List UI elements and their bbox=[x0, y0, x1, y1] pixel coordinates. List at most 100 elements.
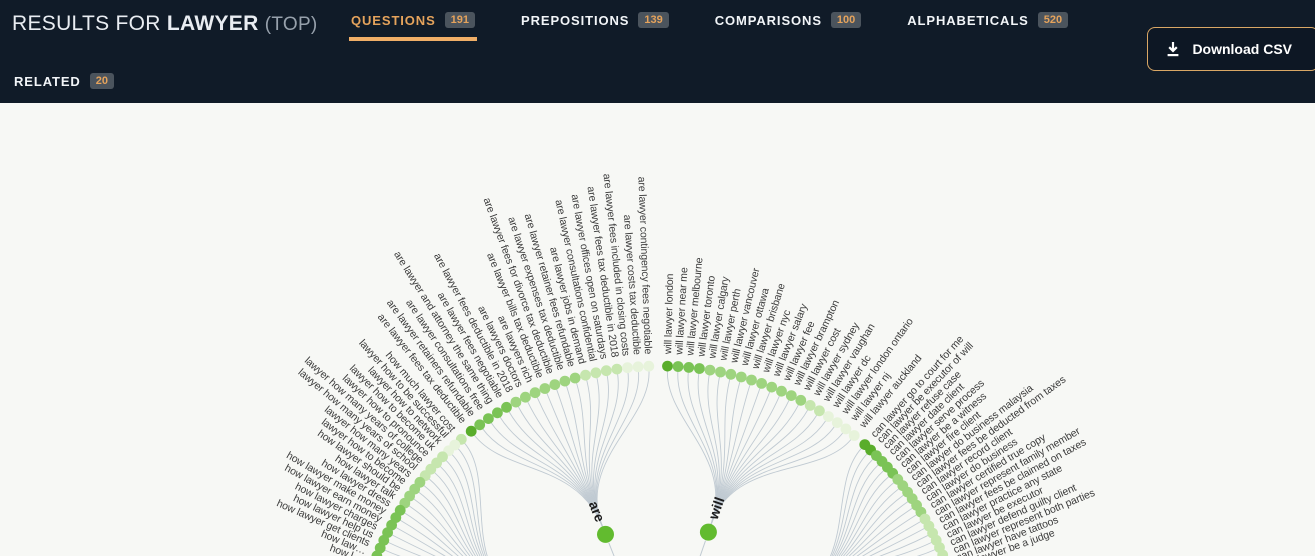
keyword-dot bbox=[580, 369, 591, 381]
tab-related[interactable]: RELATED 20 bbox=[12, 73, 116, 102]
fan-line bbox=[836, 470, 885, 556]
keyword-dot bbox=[694, 363, 705, 374]
keyword-dot bbox=[766, 381, 778, 393]
keyword-label[interactable]: will lawyer near me bbox=[673, 267, 690, 356]
fan-line bbox=[710, 420, 827, 525]
fan-line bbox=[852, 507, 913, 556]
fan-line bbox=[388, 541, 422, 556]
keyword-label[interactable]: will lawyer london bbox=[662, 273, 676, 355]
hub-spoke-line bbox=[699, 540, 706, 556]
fan-line bbox=[829, 447, 862, 556]
fan-line bbox=[413, 498, 468, 556]
keyword-dot bbox=[848, 430, 860, 441]
tab-prepositions[interactable]: PREPOSITIONS 139 bbox=[519, 12, 671, 41]
fan-line bbox=[842, 488, 900, 556]
results-header: RESULTS FOR LAWYER (TOP) QUESTIONS 191 PRE… bbox=[0, 0, 1315, 103]
keyword-dot bbox=[683, 362, 695, 373]
page-title: RESULTS FOR LAWYER (TOP) bbox=[12, 8, 349, 36]
keyword-dot bbox=[785, 390, 797, 401]
tab-bar-secondary: RELATED 20 bbox=[12, 69, 1315, 102]
branch-hub-dot bbox=[699, 523, 717, 541]
tab-questions[interactable]: QUESTIONS 191 bbox=[349, 12, 478, 41]
keyword-dot bbox=[937, 549, 949, 556]
keyword-dot bbox=[776, 385, 787, 397]
fan-line bbox=[707, 374, 720, 525]
fan-line bbox=[677, 371, 717, 525]
fan-line bbox=[399, 519, 454, 556]
fan-line bbox=[384, 549, 401, 556]
keyword-dot bbox=[795, 394, 807, 406]
keyword-dot bbox=[483, 413, 494, 424]
fan-line bbox=[508, 411, 604, 528]
hub-spoke-line bbox=[608, 542, 615, 556]
fan-line bbox=[445, 459, 483, 556]
tab-comparisons[interactable]: COMPARISONS 100 bbox=[713, 12, 864, 41]
keyword-dot bbox=[520, 391, 531, 403]
keyword-dot bbox=[735, 371, 747, 383]
fan-line bbox=[861, 521, 921, 556]
keyword-dot bbox=[632, 361, 644, 373]
keyword-dot bbox=[510, 396, 522, 408]
fan-line bbox=[473, 434, 604, 528]
fan-line bbox=[831, 453, 868, 556]
fan-line bbox=[879, 534, 929, 556]
tab-count-badge: 139 bbox=[638, 12, 669, 28]
fan-line bbox=[687, 372, 718, 525]
fan-line bbox=[434, 472, 479, 556]
keyword-dot bbox=[756, 378, 767, 389]
branch-hub-dot bbox=[597, 525, 614, 543]
keyword-dot bbox=[501, 401, 512, 413]
keyword-dot bbox=[474, 419, 486, 431]
keyword-dot bbox=[590, 367, 602, 379]
fan-line bbox=[490, 422, 604, 528]
fan-line bbox=[710, 414, 818, 525]
fan-line bbox=[916, 549, 936, 556]
fan-line bbox=[408, 505, 464, 556]
question-wheel: how much lawyer cost lawyer how to be suc… bbox=[0, 103, 1315, 556]
keyword-dot bbox=[804, 400, 816, 411]
keyword-dot bbox=[814, 405, 825, 417]
fan-line bbox=[838, 476, 890, 556]
keyword-dot bbox=[549, 379, 561, 390]
download-csv-button[interactable]: Download CSV bbox=[1147, 27, 1315, 71]
keyword-dot bbox=[823, 411, 834, 422]
fan-line bbox=[428, 478, 476, 556]
tab-label: RELATED bbox=[14, 73, 81, 89]
fan-line bbox=[395, 527, 446, 556]
download-icon bbox=[1165, 41, 1181, 57]
fan-line bbox=[845, 494, 904, 556]
header-row-1: RESULTS FOR LAWYER (TOP) QUESTIONS 191 PRE… bbox=[12, 8, 1315, 41]
keyword-dot bbox=[539, 383, 551, 394]
tab-label: COMPARISONS bbox=[714, 12, 822, 28]
fan-line bbox=[439, 465, 481, 556]
branch-hub-label: will bbox=[705, 495, 728, 523]
fan-line bbox=[832, 458, 874, 556]
fan-line bbox=[451, 454, 485, 556]
fan-line bbox=[840, 482, 895, 556]
title-keyword: LAWYER bbox=[166, 12, 259, 35]
keyword-dot bbox=[831, 417, 843, 428]
keyword-dot bbox=[704, 364, 716, 376]
tab-count-badge: 20 bbox=[89, 73, 114, 89]
fan-line bbox=[697, 373, 719, 525]
tab-alphabeticals[interactable]: ALPHABETICALS 520 bbox=[905, 12, 1070, 41]
header-row-2: RELATED 20 bbox=[12, 69, 1315, 102]
keyword-dot bbox=[611, 363, 623, 375]
fan-line bbox=[464, 442, 488, 556]
fan-line bbox=[894, 541, 932, 556]
keyword-dot bbox=[492, 407, 503, 419]
keyword-dot bbox=[672, 361, 684, 372]
fan-line bbox=[869, 528, 925, 556]
tab-count-badge: 191 bbox=[444, 12, 476, 28]
keyword-dot bbox=[600, 365, 612, 377]
keyword-dot bbox=[569, 372, 581, 384]
keyword-dot bbox=[715, 366, 726, 378]
keyword-dot bbox=[662, 360, 673, 372]
download-label: Download CSV bbox=[1192, 41, 1292, 57]
keyword-dot bbox=[371, 550, 383, 556]
fan-line bbox=[482, 428, 604, 528]
tab-label: ALPHABETICALS bbox=[907, 12, 1029, 28]
